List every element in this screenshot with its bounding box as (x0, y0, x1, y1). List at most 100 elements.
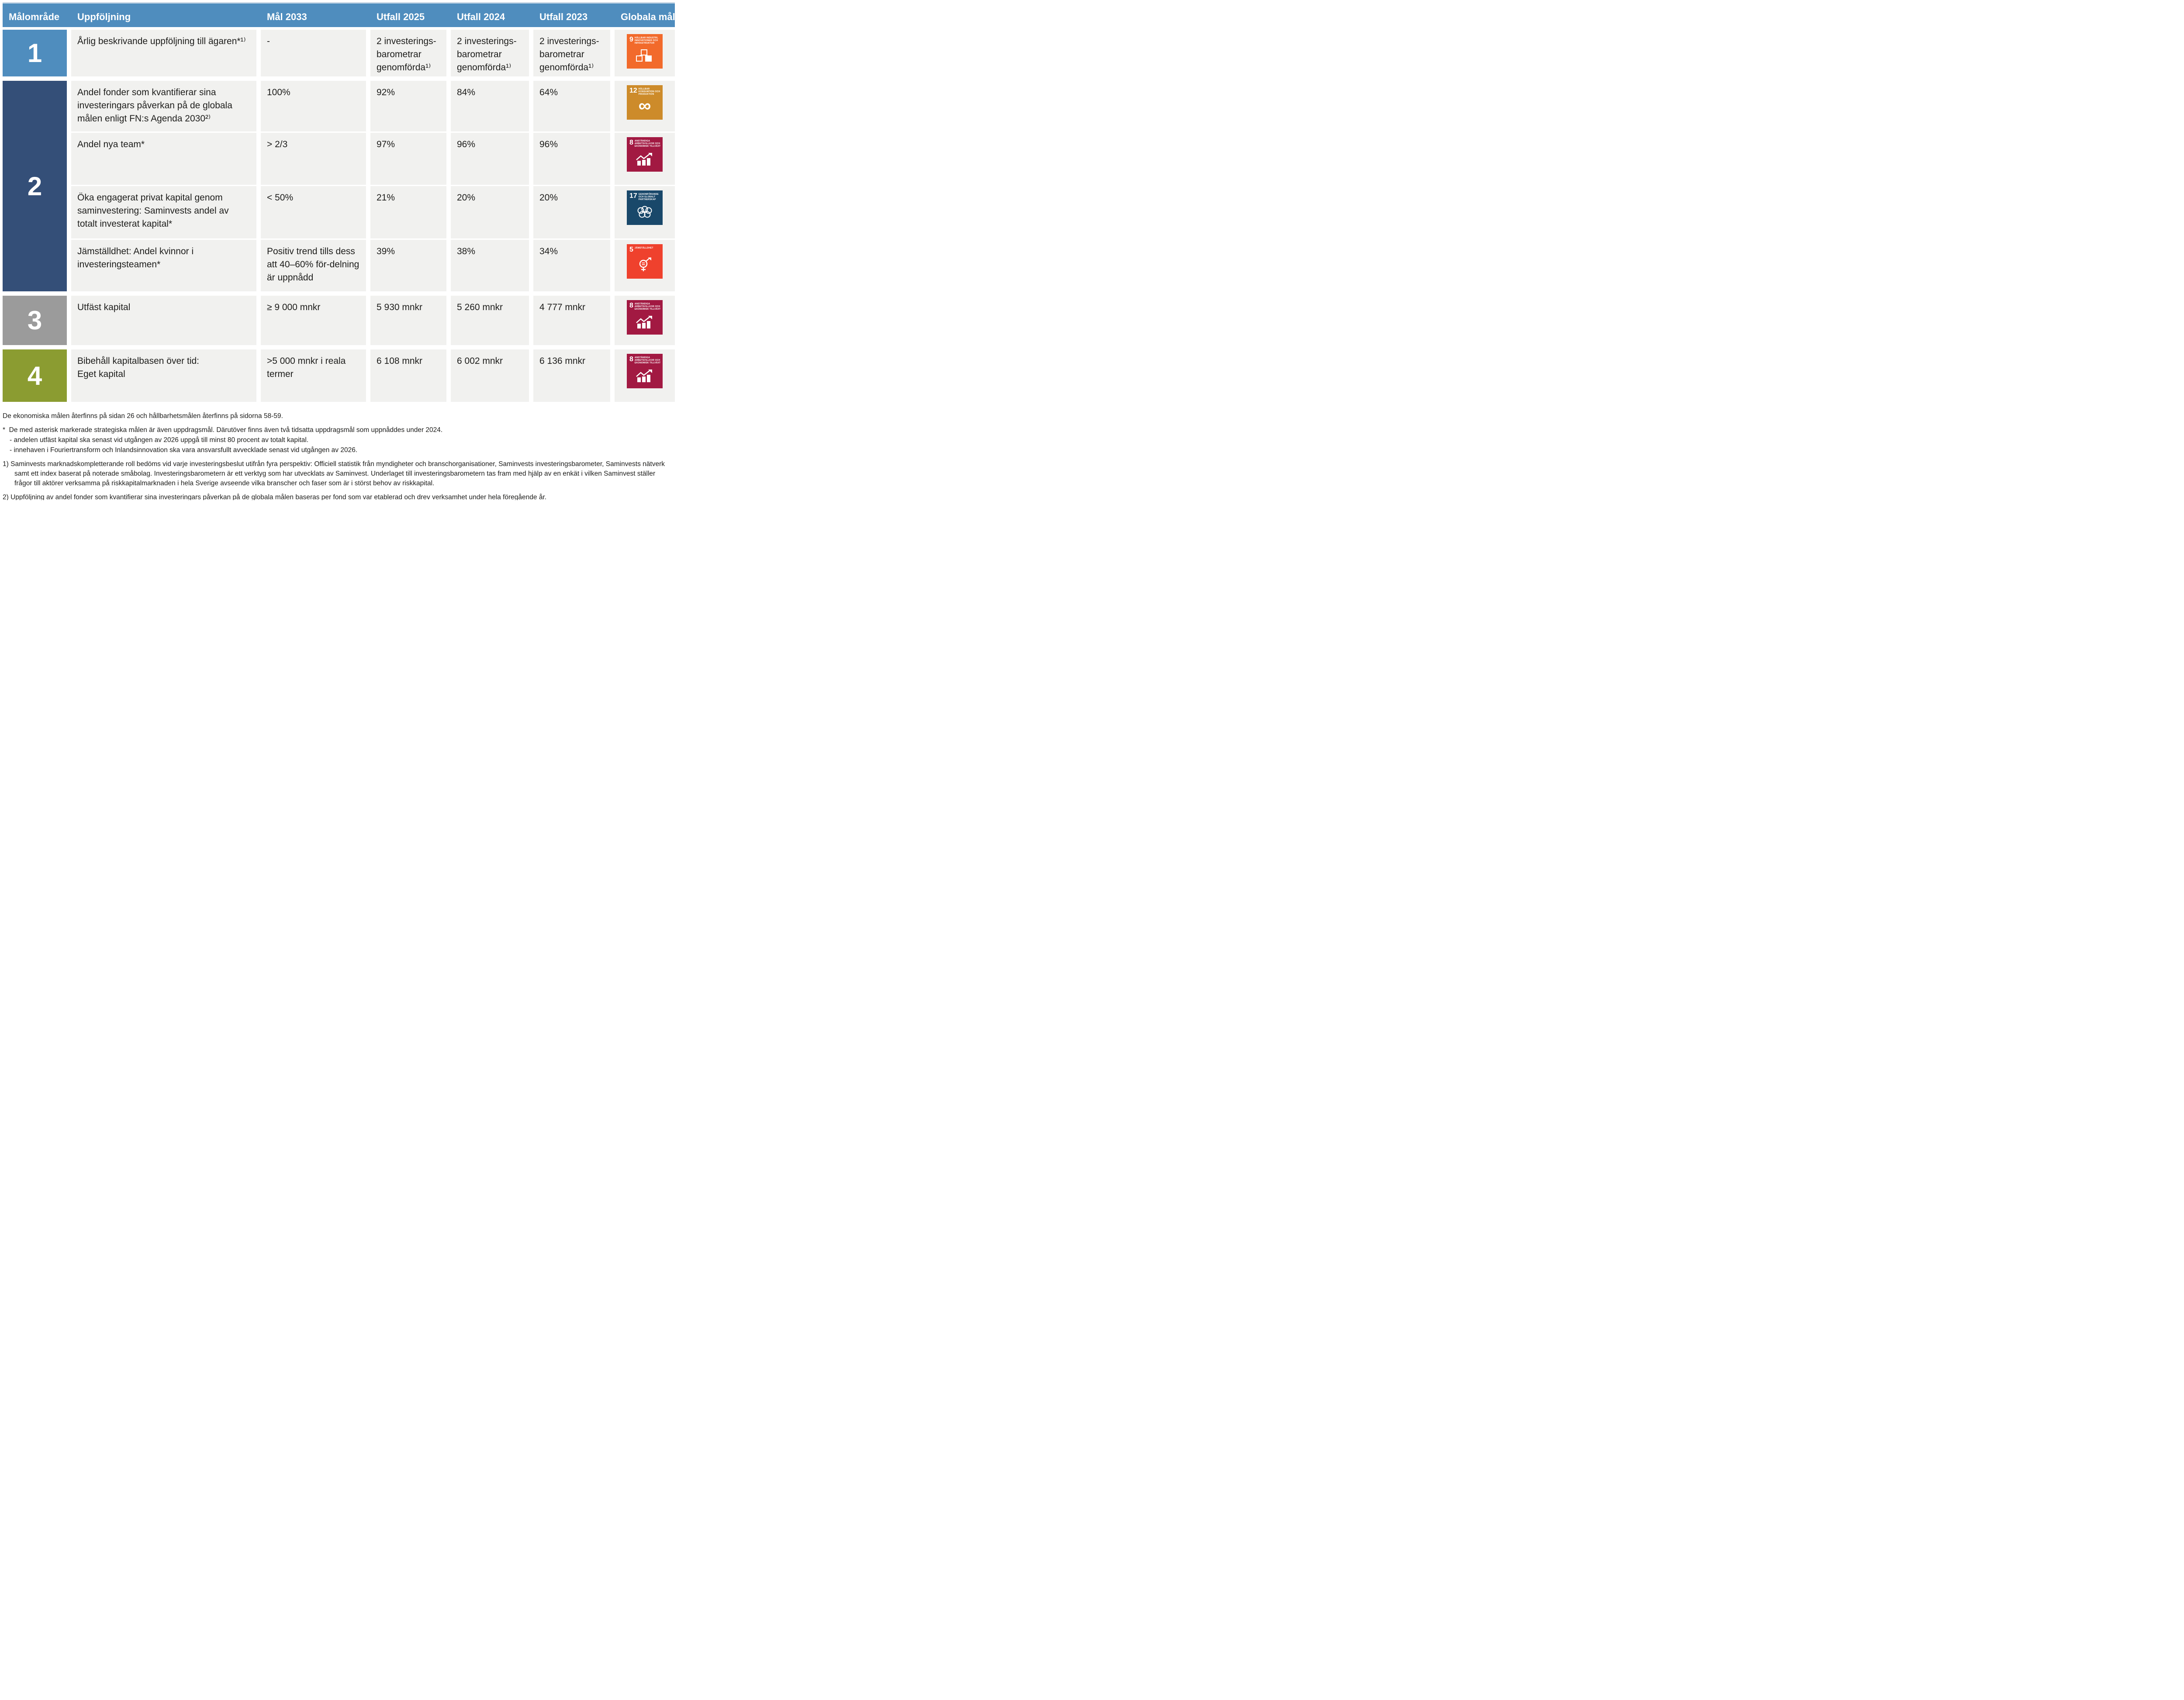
cell-outcome-2023: 96% (533, 133, 610, 185)
sdg-8-badge: 8 Anständiga arbetsvillkor och ekonomisk… (627, 137, 663, 172)
footnotes: De ekonomiska målen återfinns på sidan 2… (3, 411, 674, 500)
sdg-title: Hållbar industri, innovationer och infra… (634, 37, 658, 45)
cell-target-2033: Positiv trend tills dess att 40–60% för-… (261, 240, 366, 291)
cell-global-goal: 8 Anständiga arbetsvillkor och ekonomisk… (615, 296, 675, 345)
col-header-globala-mal: Globala mål (621, 11, 675, 22)
cell-outcome-2024: 38% (451, 240, 529, 291)
cell-outcome-2025: 97% (370, 133, 446, 185)
footnote-asterisk: * De med asterisk markerade strategiska … (3, 425, 674, 435)
footnote-asterisk-item: - andelen utfäst kapital ska senast vid … (10, 436, 309, 444)
cell-outcome-2025: 92% (370, 81, 446, 131)
table-top-border (3, 2, 675, 3)
sdg-title: Anständiga arbetsvillkor och ekonomisk t… (634, 140, 661, 148)
infinity-loop-icon: ∞ (638, 96, 651, 115)
table-header-row: Målområde Uppföljning Mål 2033 Utfall 20… (3, 3, 675, 27)
sdg-17-badge: 17 Genomförande och globalt partnerskap (627, 190, 663, 225)
cell-outcome-2024: 2 investerings-barometrar genomförda¹⁾ (451, 30, 529, 76)
sdg-number: 9 (629, 36, 633, 43)
col-header-mal-2033: Mål 2033 (267, 11, 307, 22)
sdg-5-badge: 5 Jämställdhet (627, 244, 663, 279)
footnote-asterisk-group: * De med asterisk markerade strategiska … (3, 425, 674, 455)
cell-target-2033: 100% (261, 81, 366, 131)
sdg-8-badge: 8 Anständiga arbetsvillkor och ekonomisk… (627, 354, 663, 388)
cell-outcome-2025: 5 930 mnkr (370, 296, 446, 345)
sdg-title: Jämställdhet (634, 247, 653, 249)
sdg-number: 5 (629, 246, 633, 253)
sdg-number: 17 (629, 192, 637, 200)
sdg-title: Anständiga arbetsvillkor och ekonomisk t… (634, 303, 661, 311)
footnote-asterisk-text: De med asterisk markerade strategiska må… (9, 426, 443, 434)
cell-outcome-2023: 6 136 mnkr (533, 349, 610, 402)
goal-area-number: 4 (3, 349, 67, 402)
col-header-utfall-2023: Utfall 2023 (539, 11, 588, 22)
cell-uppfoljning: Andel nya team* (71, 133, 256, 185)
footnote-asterisk-label: * (3, 426, 6, 434)
cell-outcome-2023: 4 777 mnkr (533, 296, 610, 345)
cell-global-goal: 9 Hållbar industri, innovationer och inf… (615, 30, 675, 76)
footnote-1-label: 1) (3, 460, 9, 468)
cell-outcome-2025: 2 investerings-barometrar genomförda¹⁾ (370, 30, 446, 76)
sdg-title: Anständiga arbetsvillkor och ekonomisk t… (634, 356, 661, 364)
cell-uppfoljning: Jämställdhet: Andel kvinnor i investerin… (71, 240, 256, 291)
cell-outcome-2025: 39% (370, 240, 446, 291)
cell-outcome-2025: 6 108 mnkr (370, 349, 446, 402)
cell-uppfoljning: Öka engagerat privat kapital genom samin… (71, 186, 256, 238)
cell-uppfoljning: Årlig beskrivande uppföljning till ägare… (71, 30, 256, 76)
sdg-number: 8 (629, 356, 633, 363)
cell-uppfoljning: Andel fonder som kvantifierar sina inves… (71, 81, 256, 131)
cell-target-2033: > 2/3 (261, 133, 366, 185)
growth-chart-icon (627, 364, 663, 388)
col-header-utfall-2025: Utfall 2025 (377, 11, 425, 22)
cell-outcome-2025: 21% (370, 186, 446, 238)
goal-block-2: 2 Andel fonder som kvantifierar sina inv… (3, 81, 675, 291)
cell-global-goal: 5 Jämställdhet (615, 240, 675, 291)
goal-area-number: 3 (3, 296, 67, 345)
footnote-2-label: 2) (3, 494, 9, 500)
col-header-utfall-2024: Utfall 2024 (457, 11, 505, 22)
cell-outcome-2023: 34% (533, 240, 610, 291)
growth-chart-icon (627, 311, 663, 335)
footnote-intro: De ekonomiska målen återfinns på sidan 2… (3, 412, 283, 420)
col-header-malomrade: Målområde (9, 11, 60, 22)
cell-uppfoljning: Utfäst kapital (71, 296, 256, 345)
cell-target-2033: >5 000 mnkr i reala termer (261, 349, 366, 402)
footnote-1: 1) Saminvests marknadskompletterande rol… (3, 460, 674, 488)
cell-global-goal: 17 Genomförande och globalt partnerskap (615, 186, 675, 238)
cell-outcome-2024: 84% (451, 81, 529, 131)
industry-cubes-icon (627, 45, 663, 69)
cell-target-2033: ≥ 9 000 mnkr (261, 296, 366, 345)
cell-outcome-2024: 6 002 mnkr (451, 349, 529, 402)
goal-area-number: 1 (3, 30, 67, 76)
cell-outcome-2024: 20% (451, 186, 529, 238)
sdg-title: Hållbar konsumtion och produktion (638, 88, 660, 96)
growth-chart-icon (627, 148, 663, 172)
footnote-1-text: Saminvests marknadskompletterande roll b… (10, 460, 665, 487)
sdg-8-badge: 8 Anständiga arbetsvillkor och ekonomisk… (627, 300, 663, 335)
cell-global-goal: 8 Anständiga arbetsvillkor och ekonomisk… (615, 349, 675, 402)
footnote-asterisk-item: - innehaven i Fouriertransform och Inlan… (10, 446, 358, 454)
footnote-2: 2) Uppföljning av andel fonder som kvant… (3, 493, 674, 500)
footnote-2-text: Uppföljning av andel fonder som kvantifi… (10, 494, 547, 500)
sdg-9-badge: 9 Hållbar industri, innovationer och inf… (627, 34, 663, 69)
cell-outcome-2023: 20% (533, 186, 610, 238)
goal-area-number: 2 (3, 81, 67, 291)
goal-block-3: 3 Utfäst kapital ≥ 9 000 mnkr 5 930 mnkr… (3, 296, 675, 345)
gender-equality-icon (627, 253, 663, 279)
sdg-number: 8 (629, 302, 633, 309)
cell-outcome-2024: 5 260 mnkr (451, 296, 529, 345)
cell-uppfoljning: Bibehåll kapitalbasen över tid: Eget kap… (71, 349, 256, 402)
sdg-12-badge: 12 Hållbar konsumtion och produktion ∞ (627, 85, 663, 120)
cell-target-2033: < 50% (261, 186, 366, 238)
sdg-number: 8 (629, 139, 633, 146)
cell-outcome-2023: 2 investerings-barometrar genomförda¹⁾ (533, 30, 610, 76)
cell-outcome-2023: 64% (533, 81, 610, 131)
cell-global-goal: 12 Hållbar konsumtion och produktion ∞ (615, 81, 675, 131)
sdg-number: 12 (629, 87, 637, 94)
goal-block-1: 1 Årlig beskrivande uppföljning till äga… (3, 30, 675, 76)
cell-target-2033: - (261, 30, 366, 76)
goals-table: Målområde Uppföljning Mål 2033 Utfall 20… (3, 2, 675, 406)
cell-global-goal: 8 Anständiga arbetsvillkor och ekonomisk… (615, 133, 675, 185)
goal-block-4: 4 Bibehåll kapitalbasen över tid: Eget k… (3, 349, 675, 402)
report-page: Målområde Uppföljning Mål 2033 Utfall 20… (0, 0, 675, 500)
cell-outcome-2024: 96% (451, 133, 529, 185)
